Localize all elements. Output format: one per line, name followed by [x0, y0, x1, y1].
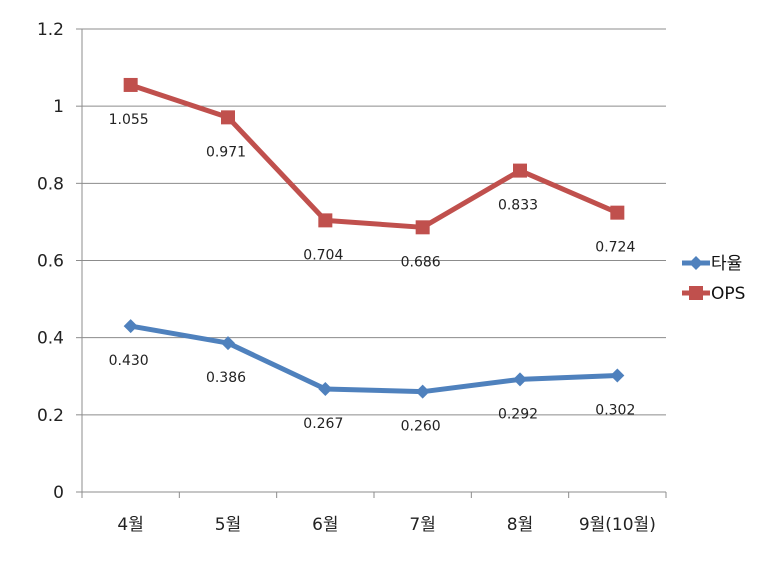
data-point-marker [415, 384, 430, 399]
series-line [130, 323, 618, 395]
data-label: 1.055 [109, 112, 149, 128]
data-point-marker [513, 372, 527, 387]
data-point-marker [318, 381, 333, 396]
data-point-marker [123, 319, 138, 334]
data-point-marker [123, 77, 138, 92]
x-tick-label: 9월(10월) [579, 515, 656, 535]
x-tick-label: 5월 [215, 515, 241, 535]
y-tick-label: 0.6 [37, 252, 64, 272]
data-label: 0.292 [498, 406, 538, 422]
gridlines [82, 28, 666, 416]
data-label: 0.686 [401, 254, 441, 270]
data-label: 0.833 [498, 198, 538, 214]
data-point-marker [513, 163, 527, 178]
data-label: 0.267 [303, 416, 343, 432]
y-tick-label: 0 [53, 483, 64, 503]
x-tick-label: 6월 [312, 515, 338, 535]
legend-label: OPS [711, 284, 745, 304]
data-label: 0.704 [303, 247, 343, 263]
legend: 타율 OPS [682, 254, 745, 304]
data-label: 0.386 [206, 370, 246, 386]
data-label: 0.724 [595, 240, 635, 256]
data-point-marker [610, 205, 625, 220]
y-tick-label: 0.8 [37, 174, 64, 194]
legend-marker [689, 286, 703, 300]
y-tick-label: 1 [53, 97, 64, 117]
data-point-marker [318, 213, 333, 228]
data-labels: 0.430 0.386 0.267 0.260 0.292 0.302 1.055 0.971… [109, 112, 636, 435]
x-axis-ticks: 4월 5월 6월 7월 8월 9월(10월) [117, 515, 655, 535]
data-point-marker [415, 220, 430, 235]
data-label: 0.430 [109, 353, 149, 369]
legend-marker [689, 256, 703, 270]
data-point-marker [221, 110, 235, 125]
data-point-marker [610, 368, 625, 383]
series-group [123, 77, 625, 399]
data-label: 0.302 [595, 402, 635, 418]
y-axis-ticks: 0 0.2 0.4 0.6 0.8 1 1.2 [37, 20, 64, 503]
x-tick-label: 4월 [117, 515, 143, 535]
data-label: 0.260 [401, 419, 441, 435]
y-tick-label: 0.2 [37, 406, 64, 426]
x-tick-label: 7월 [409, 515, 435, 535]
data-point-marker [221, 336, 235, 351]
legend-label: 타율 [711, 254, 742, 274]
y-tick-label: 1.2 [37, 20, 64, 40]
axes [76, 28, 667, 498]
x-tick-label: 8월 [507, 515, 533, 535]
data-label: 0.971 [206, 144, 246, 160]
series-line [129, 82, 619, 230]
y-tick-label: 0.4 [37, 329, 64, 349]
